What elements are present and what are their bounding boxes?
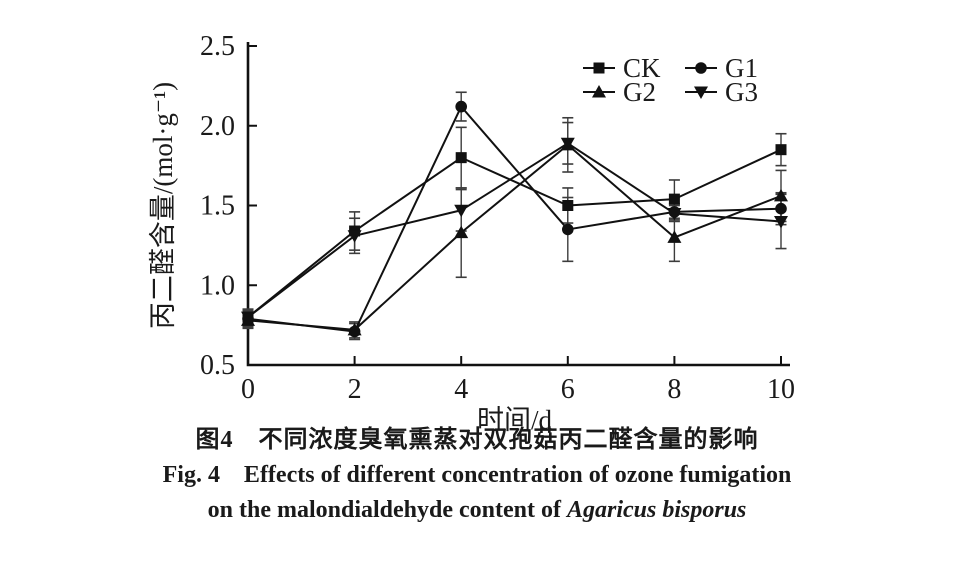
y-tick-label: 0.5 — [200, 350, 235, 381]
figure-caption-zh: 图4 不同浓度臭氧熏蒸对双孢菇丙二醛含量的影响 — [195, 427, 759, 453]
legend-item-G1: G1 — [685, 53, 758, 83]
marker-triangle-up — [454, 225, 469, 239]
legend-marker-circle — [695, 62, 707, 74]
marker-triangle-up — [560, 137, 575, 151]
figure-caption-en-line2: on the malondialdehyde content of Agaric… — [0, 496, 954, 524]
series-line-G2 — [247, 143, 782, 331]
caption-text: on the malondialdehyde content of — [207, 497, 567, 523]
x-tick-label: 4 — [454, 374, 468, 405]
marker-triangle-up — [774, 188, 788, 202]
y-tick-label: 2.0 — [200, 111, 235, 142]
x-axis-title: 时间/d — [477, 405, 553, 435]
x-tick-label: 6 — [561, 374, 575, 405]
marker-circle — [348, 325, 361, 338]
marker-circle — [455, 100, 468, 113]
marker-triangle-up — [667, 230, 682, 243]
marker-square — [775, 144, 787, 156]
species-name: Agaricus bisporus — [566, 497, 747, 523]
y-axis-title: 丙二醛含量/(mol·g⁻¹) — [148, 82, 178, 329]
y-tick-label: 1.5 — [200, 191, 235, 222]
y-tick-label: 2.5 — [200, 31, 235, 62]
x-tick-label: 8 — [667, 374, 681, 405]
figure-caption-en-line1: Fig. 4 Effects of different concentratio… — [162, 462, 792, 488]
legend-label: G1 — [725, 53, 758, 83]
legend-item-CK: CK — [583, 53, 661, 83]
marker-triangle-down — [774, 215, 788, 229]
marker-triangle-down — [454, 204, 469, 218]
axes — [246, 42, 790, 367]
x-tick-label: 10 — [767, 374, 795, 405]
legend-label: G2 — [623, 77, 656, 107]
chart-canvas: 0.5 1.0 1.5 2.0 2.5 0 2 4 6 8 10 时间/d 丙二醛含量/(mol·g⁻¹… — [148, 31, 795, 435]
marker-square — [455, 152, 467, 164]
legend-label: CK — [623, 53, 661, 83]
x-tick-label: 0 — [241, 374, 255, 405]
series-markers-CK — [242, 144, 787, 323]
series-markers-G1 — [242, 100, 787, 338]
figure-caption: 图4 不同浓度臭氧熏蒸对双孢菇丙二醛含量的影响 Fig. 4 Effects o… — [0, 426, 954, 524]
legend-marker-triangle-down — [694, 86, 708, 99]
marker-circle — [562, 223, 574, 236]
marker-circle — [775, 202, 787, 215]
mda-line-chart: 0.5 1.0 1.5 2.0 2.5 0 2 4 6 8 10 时间/d 丙二醛含量/(mol·g⁻¹… — [148, 31, 795, 435]
legend-label: G3 — [725, 77, 758, 107]
legend-marker-square — [593, 62, 605, 74]
marker-circle — [242, 312, 254, 325]
marker-square — [668, 193, 680, 205]
legend-item-G2: G2 — [583, 77, 656, 107]
marker-circle — [668, 206, 681, 218]
series-line-CK — [247, 148, 782, 318]
y-tick-label: 1.0 — [200, 270, 235, 301]
marker-triangle-down — [347, 230, 362, 243]
marker-square — [562, 200, 574, 211]
x-tick-label: 2 — [348, 374, 362, 405]
series-line-G3 — [247, 142, 782, 318]
series-markers-G3 — [241, 137, 788, 325]
legend-marker-triangle-up — [592, 85, 606, 98]
series-line-G1 — [247, 105, 782, 333]
legend-item-G3: G3 — [685, 77, 758, 107]
